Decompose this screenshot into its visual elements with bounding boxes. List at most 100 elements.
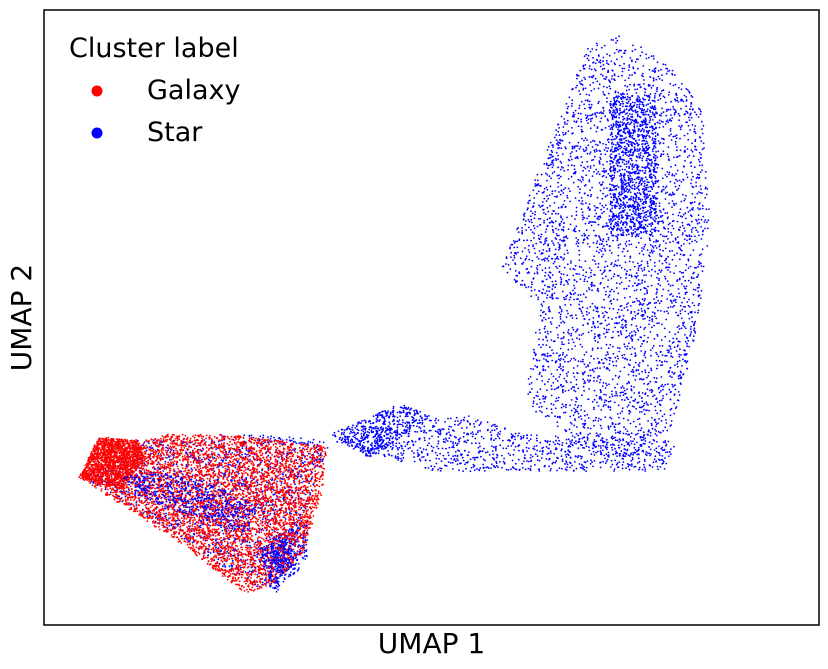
point-star	[636, 114, 639, 116]
point-star	[636, 106, 638, 109]
point-star	[651, 235, 654, 238]
point-star	[528, 194, 531, 197]
point-star	[501, 466, 503, 469]
point-star	[658, 277, 660, 280]
point-star	[611, 107, 613, 109]
point-star	[435, 417, 437, 420]
point-star	[701, 169, 703, 172]
point-star	[668, 173, 670, 176]
point-star	[544, 257, 547, 260]
point-star	[534, 211, 537, 213]
point-star	[633, 123, 636, 125]
point-star	[630, 121, 633, 124]
point-star	[430, 465, 433, 468]
point-star	[654, 92, 657, 95]
point-star	[605, 275, 607, 278]
point-star	[501, 454, 503, 457]
point-star	[651, 182, 654, 184]
point-star	[612, 331, 614, 333]
point-star	[575, 408, 577, 411]
point-star	[439, 452, 441, 455]
point-star	[676, 220, 679, 223]
point-star	[641, 72, 644, 75]
point-star	[615, 137, 618, 140]
point-star	[599, 216, 602, 219]
point-star	[690, 116, 693, 119]
point-star	[649, 331, 652, 333]
point-star	[543, 310, 545, 313]
point-star	[524, 468, 527, 471]
point-star	[615, 155, 617, 158]
point-star	[648, 270, 650, 273]
point-star	[341, 441, 344, 444]
point-star	[543, 353, 546, 356]
point-star	[633, 212, 636, 215]
point-star	[697, 304, 700, 307]
point-star	[655, 450, 658, 453]
point-star	[543, 219, 545, 222]
point-star	[685, 105, 688, 108]
point-star	[669, 348, 672, 350]
point-star	[661, 354, 664, 356]
point-star	[673, 412, 676, 415]
point-star	[706, 188, 709, 190]
point-star	[675, 134, 678, 137]
point-star	[562, 405, 565, 408]
point-star	[573, 168, 576, 171]
point-star	[546, 179, 548, 182]
point-star	[654, 116, 657, 119]
point-star	[698, 136, 701, 138]
point-star	[643, 215, 646, 218]
point-star	[652, 195, 654, 198]
point-star	[551, 288, 554, 291]
point-star	[610, 138, 613, 141]
point-star	[597, 216, 599, 218]
point-star	[631, 184, 634, 187]
point-star	[663, 227, 666, 230]
point-star	[611, 437, 614, 440]
point-star	[536, 179, 539, 182]
point-star	[615, 103, 618, 106]
point-star	[528, 244, 530, 247]
point-star	[549, 204, 551, 207]
point-star	[589, 369, 591, 372]
point-star	[640, 264, 643, 266]
point-star	[694, 132, 697, 135]
point-star	[611, 135, 614, 138]
point-star	[563, 253, 566, 256]
point-star	[584, 64, 587, 66]
point-star	[593, 164, 595, 167]
point-star	[684, 287, 686, 290]
point-star	[567, 187, 570, 190]
point-star	[513, 278, 516, 281]
point-star	[654, 409, 657, 412]
point-star	[645, 213, 648, 216]
point-star	[609, 203, 612, 206]
point-star	[634, 149, 637, 152]
point-star	[639, 200, 642, 203]
point-star	[559, 138, 561, 141]
point-star	[662, 125, 665, 128]
point-star	[517, 251, 519, 254]
point-star	[639, 288, 642, 291]
point-star	[605, 176, 608, 179]
point-star	[560, 115, 563, 118]
point-star	[679, 312, 682, 315]
point-star	[630, 337, 632, 339]
point-star	[607, 400, 610, 403]
point-star	[627, 465, 630, 468]
point-star	[635, 219, 638, 221]
point-star	[567, 228, 570, 231]
point-star	[621, 70, 624, 73]
point-star	[680, 181, 683, 183]
point-star	[533, 217, 536, 220]
point-star	[540, 309, 542, 312]
point-star	[608, 174, 611, 177]
point-star	[685, 99, 688, 101]
point-star	[535, 184, 538, 187]
point-star	[643, 79, 645, 81]
point-star	[598, 236, 601, 239]
point-star	[684, 212, 687, 215]
point-star	[573, 228, 576, 230]
point-star	[626, 382, 628, 385]
